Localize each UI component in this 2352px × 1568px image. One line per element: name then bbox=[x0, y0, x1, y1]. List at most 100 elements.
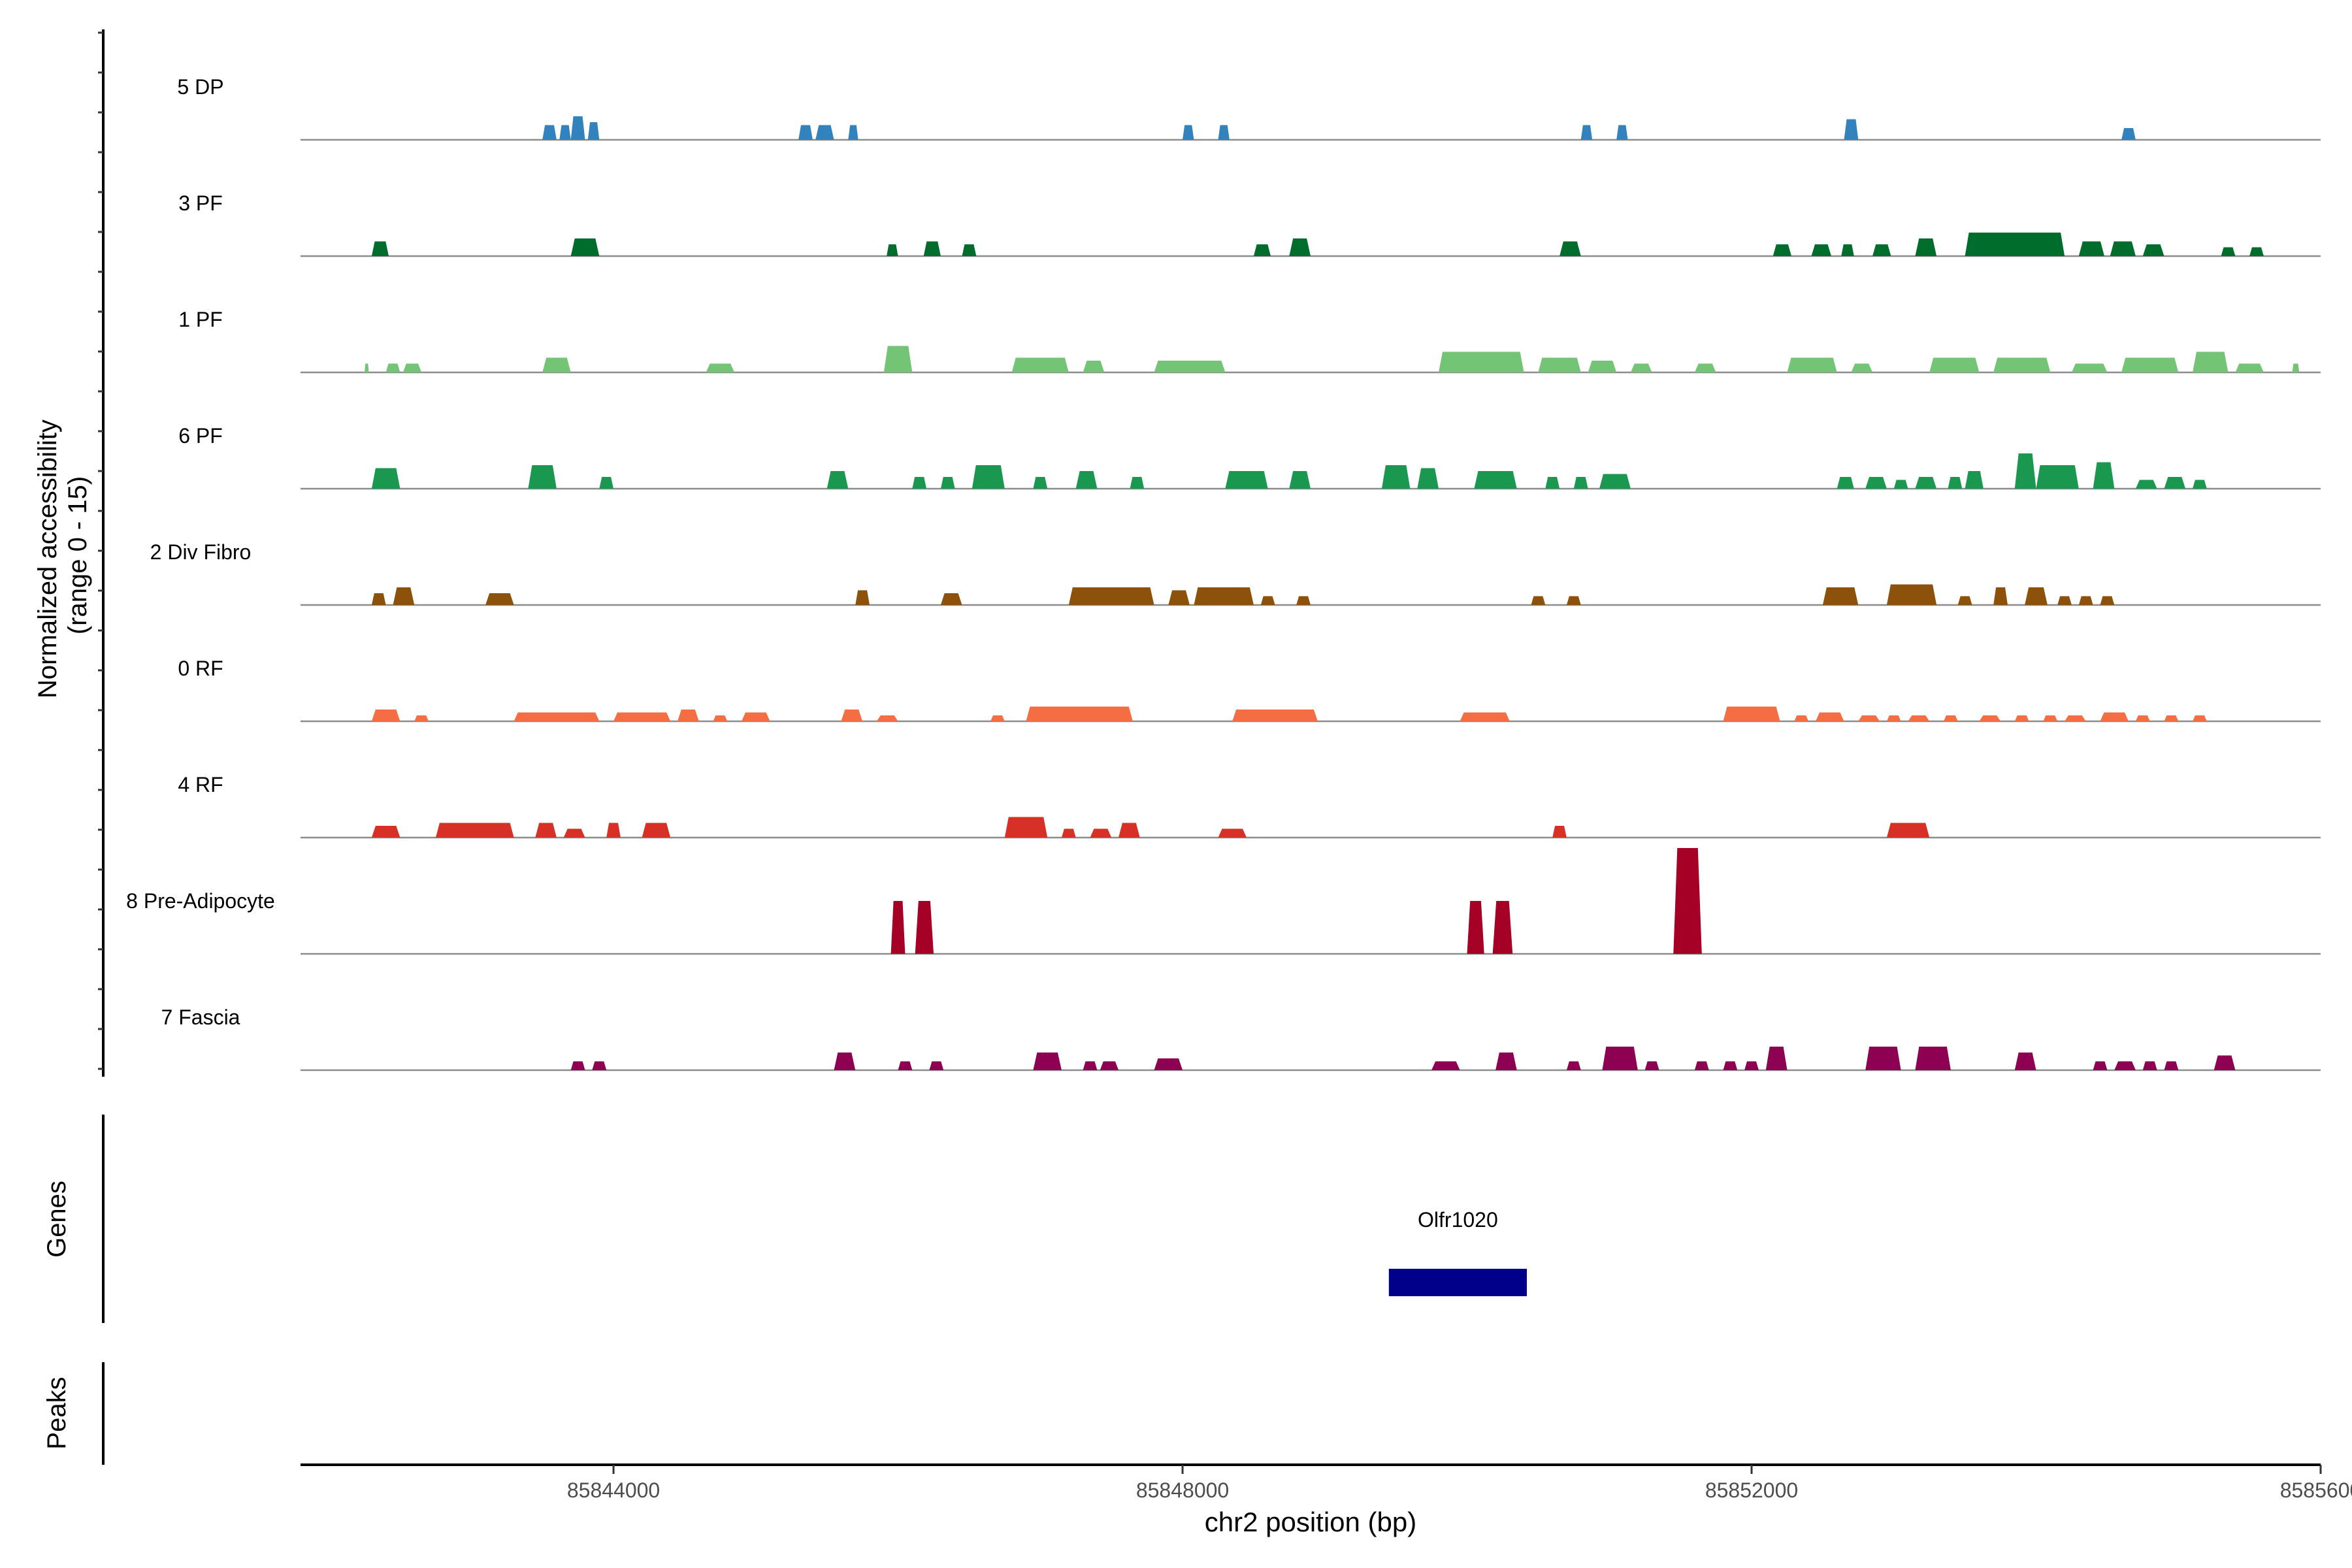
coverage-peak bbox=[371, 826, 400, 838]
coverage-peak bbox=[1495, 1053, 1517, 1070]
track-8-pre-adipocyte: 8 Pre-Adipocyte bbox=[126, 848, 2321, 955]
coverage-peak bbox=[1545, 477, 1560, 489]
coverage-peak bbox=[2078, 596, 2093, 605]
track-7-fascia: 7 Fascia bbox=[161, 1005, 2321, 1071]
x-axis-ticks: 85844000 85848000 85852000 8585600 bbox=[567, 1465, 2352, 1502]
track-0-rf: 0 RF bbox=[178, 657, 2321, 723]
coverage-peak bbox=[815, 125, 834, 140]
coverage-peak bbox=[2142, 1061, 2157, 1070]
coverage-peak bbox=[1560, 241, 1581, 256]
coverage-peak bbox=[923, 241, 941, 256]
coverage-peak bbox=[798, 125, 813, 140]
coverage-peak bbox=[2221, 247, 2236, 256]
coverage-peak bbox=[1183, 125, 1194, 140]
coverage-peak bbox=[365, 363, 369, 372]
coverage-y-axis-title-line1: Normalized accessibility bbox=[33, 419, 62, 698]
coverage-peak bbox=[962, 244, 977, 256]
coverage-peak bbox=[848, 125, 858, 140]
track-label-0-rf: 0 RF bbox=[178, 657, 223, 680]
coverage-peak bbox=[1744, 1061, 1759, 1070]
coverage-peak bbox=[559, 125, 571, 140]
coverage-peak bbox=[1723, 1061, 1738, 1070]
coverage-peak bbox=[1993, 587, 2008, 605]
x-tick-label: 85844000 bbox=[567, 1478, 660, 1502]
coverage-peak bbox=[1296, 596, 1311, 605]
coverage-peak bbox=[883, 346, 913, 372]
coverage-peak bbox=[2142, 244, 2164, 256]
coverage-peak bbox=[1061, 828, 1076, 838]
coverage-peak bbox=[1119, 823, 1140, 838]
coverage-peak bbox=[1886, 584, 1937, 605]
coverage-tracks: 5 DP 3 PF 1 PF 6 PF 2 Div Fibro 0 RF 4 RF 8 Pre… bbox=[126, 75, 2321, 1071]
track-4-rf: 4 RF bbox=[178, 773, 2321, 839]
coverage-peak bbox=[1168, 590, 1190, 605]
coverage-peak bbox=[1090, 828, 1112, 838]
coverage-peak bbox=[742, 712, 770, 721]
coverage-peak bbox=[371, 710, 400, 721]
coverage-peak bbox=[2014, 715, 2029, 721]
coverage-peak bbox=[1154, 1058, 1183, 1070]
coverage-peak bbox=[2093, 1061, 2108, 1070]
coverage-peak bbox=[2135, 480, 2157, 489]
coverage-peak bbox=[1908, 715, 1930, 721]
coverage-peak bbox=[1538, 357, 1581, 372]
coverage-peak bbox=[706, 363, 735, 372]
coverage-peak bbox=[912, 477, 927, 489]
coverage-peak bbox=[2164, 477, 2186, 489]
coverage-peak bbox=[1417, 468, 1439, 489]
x-tick-label: 85848000 bbox=[1136, 1478, 1229, 1502]
coverage-peak bbox=[1381, 465, 1411, 489]
coverage-peak bbox=[1068, 587, 1154, 605]
coverage-peak bbox=[385, 363, 400, 372]
coverage-peak bbox=[1260, 596, 1275, 605]
coverage-peak bbox=[570, 1061, 585, 1070]
coverage-peak bbox=[2249, 247, 2264, 256]
coverage-peak bbox=[1100, 1061, 1119, 1070]
coverage-peak bbox=[1772, 244, 1791, 256]
coverage-peak bbox=[1439, 351, 1524, 372]
coverage-peak bbox=[1694, 363, 1716, 372]
coverage-peak bbox=[371, 241, 389, 256]
coverage-peak bbox=[570, 116, 585, 140]
coverage-peak bbox=[2014, 453, 2036, 489]
coverage-peak bbox=[587, 122, 600, 140]
coverage-peak bbox=[1844, 119, 1859, 140]
coverage-peak bbox=[1948, 477, 1963, 489]
coverage-peak bbox=[2292, 363, 2300, 372]
coverage-peak bbox=[1225, 471, 1268, 489]
coverage-peak bbox=[2100, 712, 2129, 721]
coverage-peak bbox=[1723, 706, 1780, 721]
track-3-pf: 3 PF bbox=[178, 191, 2321, 257]
coverage-peak bbox=[1588, 361, 1617, 372]
coverage-peak bbox=[1566, 1061, 1581, 1070]
coverage-peak bbox=[1033, 1053, 1062, 1070]
coverage-peak bbox=[1886, 715, 1901, 721]
coverage-peak bbox=[1944, 715, 1958, 721]
coverage-peak bbox=[2025, 587, 2048, 605]
coverage-y-axis-title-line2: (range 0 - 15) bbox=[63, 476, 92, 634]
coverage-peak bbox=[606, 823, 621, 838]
coverage-peak bbox=[1865, 477, 1887, 489]
coverage-peak bbox=[1154, 361, 1226, 372]
coverage-peak bbox=[1253, 244, 1271, 256]
coverage-peak bbox=[1218, 828, 1247, 838]
coverage-y-ticks bbox=[98, 31, 103, 1070]
coverage-peak bbox=[1822, 587, 1859, 605]
coverage-peak bbox=[1232, 710, 1318, 721]
coverage-peak bbox=[2114, 1061, 2136, 1070]
coverage-peak bbox=[1893, 480, 1908, 489]
coverage-peak bbox=[414, 715, 429, 721]
track-label-4-rf: 4 RF bbox=[178, 773, 223, 796]
coverage-peak bbox=[1474, 471, 1517, 489]
coverage-peak bbox=[678, 710, 699, 721]
coverage-peak bbox=[535, 823, 557, 838]
coverage-peak bbox=[2193, 480, 2207, 489]
coverage-peak bbox=[940, 477, 955, 489]
coverage-peak bbox=[841, 710, 863, 721]
coverage-peak bbox=[1566, 596, 1581, 605]
track-label-7-fascia: 7 Fascia bbox=[161, 1005, 240, 1029]
coverage-peak bbox=[514, 712, 600, 721]
coverage-peak bbox=[371, 468, 400, 489]
